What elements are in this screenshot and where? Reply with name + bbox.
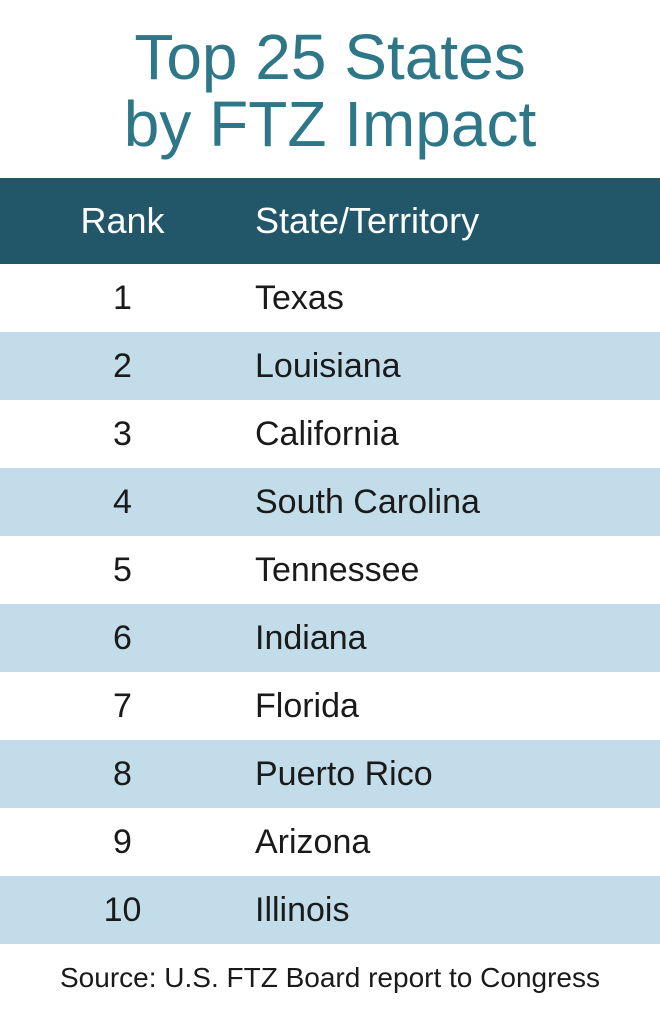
state-cell: Arizona — [245, 823, 660, 862]
header-rank: Rank — [0, 200, 245, 242]
state-cell: South Carolina — [245, 483, 660, 522]
rank-cell: 2 — [0, 347, 245, 386]
table-row: 1Texas — [0, 264, 660, 332]
rank-cell: 1 — [0, 279, 245, 318]
rank-cell: 9 — [0, 823, 245, 862]
title-line-1: Top 25 States — [134, 21, 525, 93]
table-body: 1Texas2Louisiana3California4South Caroli… — [0, 264, 660, 944]
table-header-row: Rank State/Territory — [0, 178, 660, 264]
page-title: Top 25 States by FTZ Impact — [0, 0, 660, 178]
table-row: 7Florida — [0, 672, 660, 740]
table-row: 2Louisiana — [0, 332, 660, 400]
state-cell: Indiana — [245, 619, 660, 658]
title-line-2: by FTZ Impact — [124, 88, 537, 160]
table-row: 3California — [0, 400, 660, 468]
rank-cell: 8 — [0, 755, 245, 794]
state-cell: Tennessee — [245, 551, 660, 590]
rank-cell: 10 — [0, 891, 245, 930]
state-cell: Illinois — [245, 891, 660, 930]
source-text: Source: U.S. FTZ Board report to Congres… — [0, 944, 660, 994]
rank-cell: 4 — [0, 483, 245, 522]
rank-cell: 6 — [0, 619, 245, 658]
header-state: State/Territory — [245, 200, 660, 242]
state-cell: Florida — [245, 687, 660, 726]
state-cell: Texas — [245, 279, 660, 318]
state-cell: Louisiana — [245, 347, 660, 386]
table-row: 8Puerto Rico — [0, 740, 660, 808]
state-cell: California — [245, 415, 660, 454]
table-row: 10Illinois — [0, 876, 660, 944]
table-row: 6Indiana — [0, 604, 660, 672]
rank-cell: 5 — [0, 551, 245, 590]
table-row: 4South Carolina — [0, 468, 660, 536]
rank-cell: 7 — [0, 687, 245, 726]
table-row: 5Tennessee — [0, 536, 660, 604]
table-row: 9Arizona — [0, 808, 660, 876]
rank-cell: 3 — [0, 415, 245, 454]
state-cell: Puerto Rico — [245, 755, 660, 794]
